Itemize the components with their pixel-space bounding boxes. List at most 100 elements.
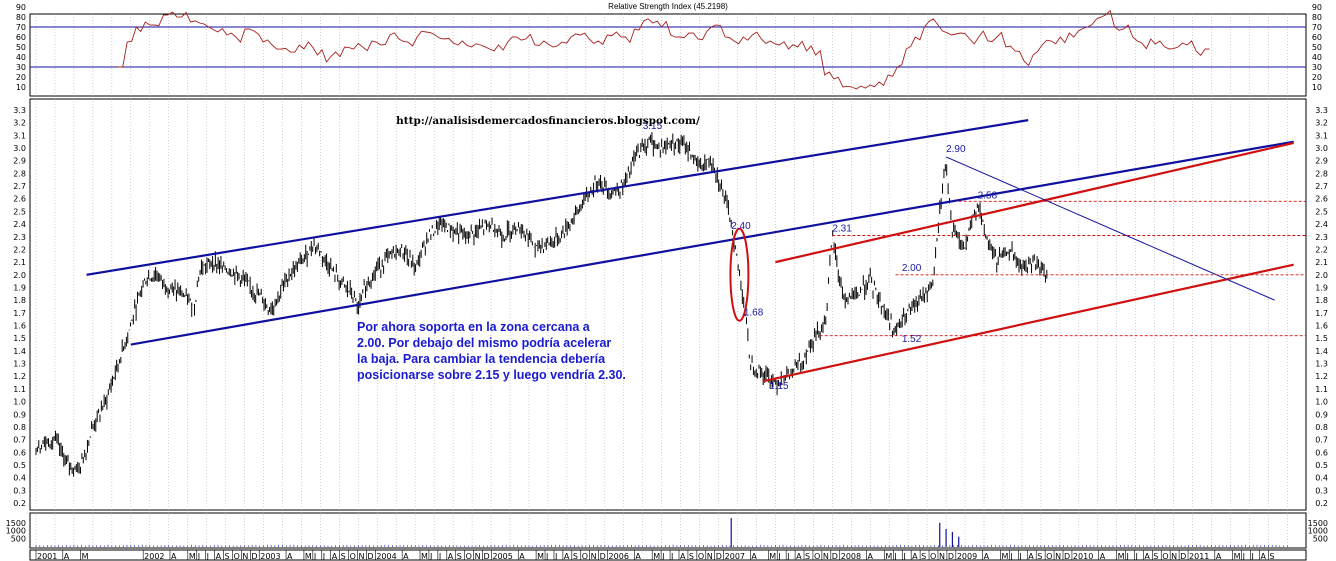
x-tick-label: S [341,552,346,561]
x-tick-label: J [670,552,673,561]
price-tick-label: 2.2 [13,245,26,254]
x-tick-label: J [893,552,896,561]
price-tick-label: 3.1 [13,131,26,140]
price-tick-label: 2.3 [13,233,26,242]
x-tick-label: A [1028,552,1034,561]
x-tick-label: S [225,552,230,561]
rsi-tick-label: 20 [16,73,26,82]
x-tick-label: A [448,552,454,561]
x-tick-label: S [1153,552,1158,561]
price-tick-label: 3.0 [13,144,26,153]
price-tick-label: 0.3 [13,486,26,495]
price-label: 2.58 [978,191,998,202]
x-tick-label: J [786,552,789,561]
price-tick-label: 3.2 [1315,119,1328,128]
price-tick-label: 1.9 [1315,283,1328,292]
x-tick-label: D [832,552,838,561]
x-tick-label: N [358,552,364,561]
x-tick-label: N [475,552,481,561]
rsi-tick-label: 80 [1312,13,1322,22]
x-tick-label: A [868,552,874,561]
x-tick-label: J [313,552,316,561]
trend-line-4 [945,156,1275,301]
x-tick-label: N [939,552,945,561]
price-tick-label: 1.7 [1315,309,1328,318]
rsi-tick-label: 30 [1312,63,1322,72]
x-tick-label: S [573,552,578,561]
price-tick-label: 1.1 [13,385,26,394]
price-tick-label: 1.8 [1315,296,1328,305]
rsi-tick-label: 50 [1312,43,1322,52]
price-tick-label: 1.4 [1315,347,1328,356]
x-tick-label: N [591,552,597,561]
rsi-tick-label: 70 [16,23,26,32]
x-tick-label: D [367,552,373,561]
x-tick-label: N [242,552,248,561]
x-tick-label: 2007 [725,552,745,561]
x-tick-label: M [537,552,544,561]
price-tick-label: 2.9 [1315,157,1328,166]
x-tick-label: A [796,552,802,561]
rsi-tick-label: 70 [1312,23,1322,32]
price-tick-label: 1.0 [1315,398,1328,407]
x-tick-label: A [1144,552,1150,561]
x-tick-label: 2002 [144,552,164,561]
price-tick-label: 2.6 [1315,195,1328,204]
x-tick-label: A [64,552,70,561]
price-tick-label: 0.3 [1315,486,1328,495]
x-tick-label: A [680,552,686,561]
gap-highlight-ellipse [729,227,750,322]
price-label: 2.90 [946,144,966,155]
price-tick-label: 3.2 [13,119,26,128]
x-tick-label: A [984,552,990,561]
x-tick-label: J [902,552,905,561]
x-tick-label: A [912,552,918,561]
price-tick-label: 2.0 [13,271,26,280]
x-tick-label: J [197,552,200,561]
price-tick-label: 0.4 [13,474,26,483]
x-tick-label: D [251,552,257,561]
price-tick-label: 2.1 [13,258,26,267]
panel-frame-2 [29,512,1307,549]
price-tick-label: 0.6 [13,448,26,457]
rsi-tick-label: 60 [16,33,26,42]
x-tick-label: J [661,552,664,561]
price-tick-label: 1.9 [13,283,26,292]
x-tick-label: J [322,552,325,561]
x-tick-label: A [564,552,570,561]
x-tick-label: 2011 [1189,552,1209,561]
x-tick-label: D [1180,552,1186,561]
price-tick-label: 1.7 [13,309,26,318]
x-tick-label: A [1216,552,1222,561]
x-tick-label: S [921,552,926,561]
price-tick-label: 0.8 [13,423,26,432]
price-tick-label: 2.5 [1315,207,1328,216]
x-tick-label: J [1242,552,1245,561]
rsi-tick-label: 10 [16,83,26,92]
blog-url: http://analisisdemercadosfinancieros.blo… [396,115,700,127]
price-tick-label: 2.7 [1315,182,1328,191]
volume-tick-label: 500 [11,534,26,543]
price-tick-label: 2.4 [1315,220,1328,229]
x-tick-label: O [466,552,472,561]
trend-line-2 [762,263,1294,383]
x-tick-label: M [82,552,89,561]
x-tick-label: D [1064,552,1070,561]
volume-tick-label: 1500 [1308,519,1328,528]
price-tick-label: 1.0 [13,398,26,407]
price-tick-label: 2.2 [1315,245,1328,254]
x-tick-label: M [1234,552,1241,561]
x-tick-label: A [403,552,409,561]
analysis-comment: Por ahora soporta en la zona cercana a 2… [357,320,626,382]
x-tick-label: S [1269,552,1274,561]
x-tick-label: 2004 [376,552,396,561]
price-label: 3.15 [643,121,663,132]
x-tick-label: J [206,552,209,561]
x-tick-label: D [948,552,954,561]
x-tick-label: J [1134,552,1137,561]
x-tick-label: 2003 [260,552,280,561]
price-tick-label: 0.5 [1315,461,1328,470]
price-tick-label: 0.5 [13,461,26,470]
volume-tick-label: 1000 [6,527,26,536]
x-tick-label: N [823,552,829,561]
